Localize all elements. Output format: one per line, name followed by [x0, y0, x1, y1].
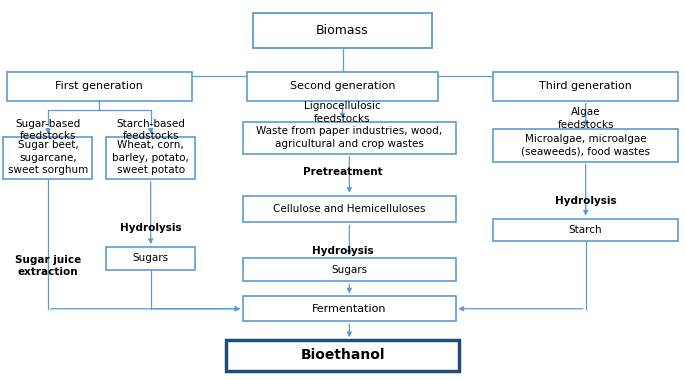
Text: Sugar-based
feedstocks: Sugar-based feedstocks — [15, 119, 81, 141]
Text: Fermentation: Fermentation — [312, 304, 386, 314]
Text: Sugar juice
extraction: Sugar juice extraction — [15, 255, 81, 277]
FancyBboxPatch shape — [243, 196, 456, 222]
Text: Cellulose and Hemicelluloses: Cellulose and Hemicelluloses — [273, 204, 425, 214]
FancyBboxPatch shape — [493, 129, 678, 162]
Text: Lignocellulosic
feedstocks: Lignocellulosic feedstocks — [304, 101, 381, 124]
FancyBboxPatch shape — [226, 340, 459, 370]
Text: Bioethanol: Bioethanol — [300, 348, 385, 362]
Text: Pretreatment: Pretreatment — [303, 167, 382, 177]
FancyBboxPatch shape — [247, 72, 438, 101]
Text: Sugar beet,
sugarcane,
sweet sorghum: Sugar beet, sugarcane, sweet sorghum — [8, 140, 88, 176]
Text: Biomass: Biomass — [316, 24, 369, 37]
Text: Second generation: Second generation — [290, 81, 395, 92]
Text: Hydrolysis: Hydrolysis — [312, 246, 373, 256]
FancyBboxPatch shape — [106, 247, 195, 270]
FancyBboxPatch shape — [493, 72, 678, 101]
Text: Sugars: Sugars — [332, 265, 367, 275]
Text: Algae
feedstocks: Algae feedstocks — [558, 107, 614, 130]
Text: Sugars: Sugars — [133, 253, 169, 263]
FancyBboxPatch shape — [243, 122, 456, 154]
Text: Starch-based
feedstocks: Starch-based feedstocks — [116, 119, 185, 141]
FancyBboxPatch shape — [243, 296, 456, 321]
Text: Third generation: Third generation — [539, 81, 632, 92]
Text: First generation: First generation — [55, 81, 143, 92]
FancyBboxPatch shape — [243, 258, 456, 281]
Text: Waste from paper industries, wood,
agricultural and crop wastes: Waste from paper industries, wood, agric… — [256, 127, 443, 149]
Text: Wheat, corn,
barley, potato,
sweet potato: Wheat, corn, barley, potato, sweet potat… — [112, 140, 189, 176]
FancyBboxPatch shape — [493, 218, 678, 241]
Text: Hydrolysis: Hydrolysis — [120, 223, 182, 233]
FancyBboxPatch shape — [3, 137, 92, 179]
Text: Starch: Starch — [569, 225, 603, 235]
Text: Hydrolysis: Hydrolysis — [555, 196, 616, 206]
Text: Microalgae, microalgae
(seaweeds), food wastes: Microalgae, microalgae (seaweeds), food … — [521, 134, 650, 157]
FancyBboxPatch shape — [7, 72, 192, 101]
FancyBboxPatch shape — [253, 13, 432, 48]
FancyBboxPatch shape — [106, 137, 195, 179]
